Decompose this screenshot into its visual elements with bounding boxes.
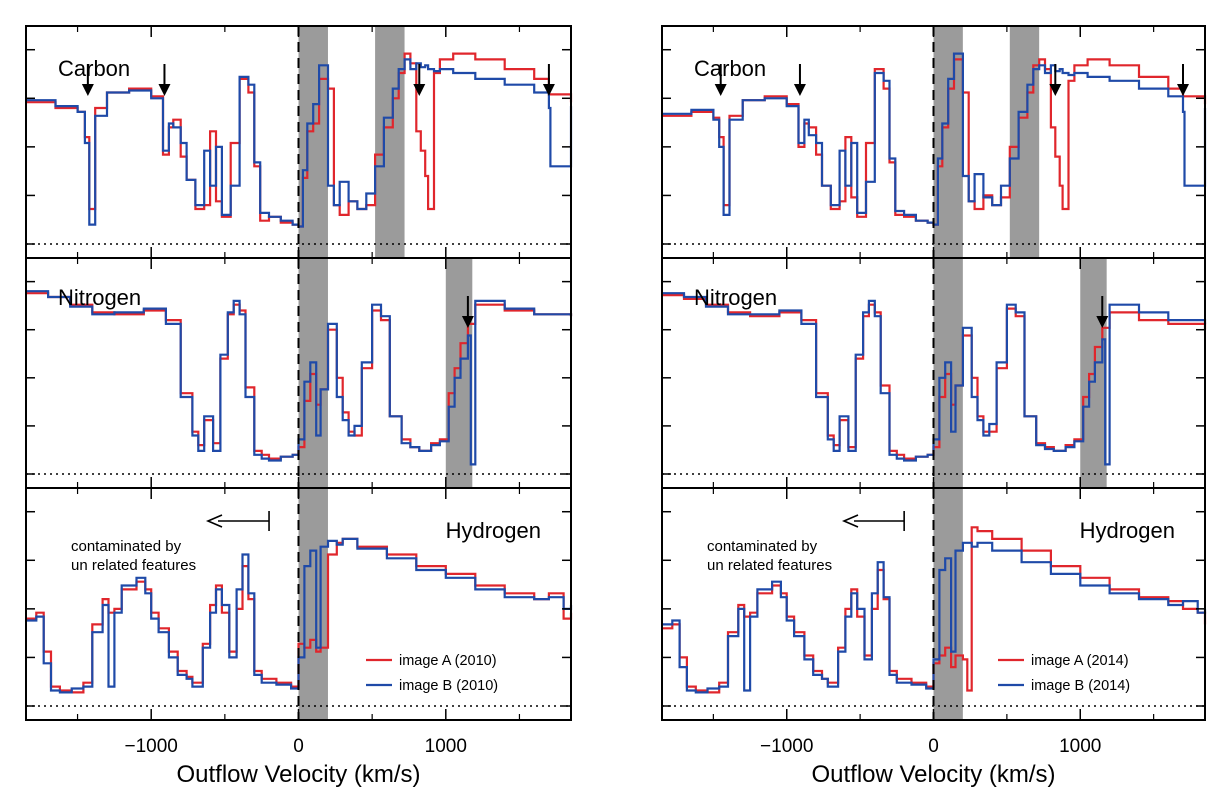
left-figure-2010: Carbon Nitrogen Hydrogen contaminated by un … (25, 25, 573, 788)
series-line-b (662, 292, 1207, 466)
legend-label: image A (2010) (399, 653, 497, 669)
shaded-region (445, 258, 473, 488)
feature-arrow-head (1176, 84, 1189, 96)
shaded-region (933, 488, 963, 720)
feature-arrow-head (793, 84, 806, 96)
contamination-note: contaminated by (707, 538, 818, 555)
panel-label-carbon: Carbon (694, 56, 766, 81)
contamination-arrow-head (841, 514, 859, 528)
x-tick-label: 0 (293, 736, 304, 757)
feature-arrow-head (714, 84, 727, 96)
panel-border (25, 487, 572, 721)
contamination-arrow-head (205, 514, 223, 528)
series-line-b (662, 541, 1207, 694)
x-axis-title: Outflow Velocity (km/s) (811, 761, 1055, 788)
series-line-b (26, 290, 573, 466)
panel-label-nitrogen: Nitrogen (58, 285, 141, 310)
feature-arrow-head (413, 84, 426, 96)
feature-arrow-head (461, 316, 474, 328)
series-line-b (26, 58, 573, 228)
legend-label: image A (2014) (1031, 653, 1129, 669)
panel-label-carbon: Carbon (58, 56, 130, 81)
right-figure-2014: Carbon Nitrogen Hydrogen contaminated by un … (661, 25, 1207, 788)
shaded-region (298, 488, 328, 720)
x-tick-label: 1000 (1059, 736, 1101, 757)
feature-arrow-head (542, 84, 555, 96)
x-tick-label: 0 (928, 736, 939, 757)
shaded-region (375, 26, 405, 258)
contamination-note: contaminated by (71, 538, 182, 555)
legend-label: image B (2010) (399, 678, 498, 694)
series-line-b (26, 537, 573, 694)
panel-border (661, 487, 1206, 721)
feature-arrow-head (1096, 316, 1109, 328)
x-tick-label: −1000 (125, 736, 178, 757)
feature-arrow-head (158, 84, 171, 96)
contamination-note: un related features (71, 557, 196, 574)
feature-arrow-head (1049, 84, 1062, 96)
panel-label-hydrogen: Hydrogen (1080, 518, 1175, 543)
contamination-note: un related features (707, 557, 832, 574)
x-tick-label: −1000 (760, 736, 813, 757)
panel-label-nitrogen: Nitrogen (694, 285, 777, 310)
series-line-b (662, 52, 1207, 226)
x-axis-title: Outflow Velocity (km/s) (176, 761, 420, 788)
panel-label-hydrogen: Hydrogen (446, 518, 541, 543)
x-tick-label: 1000 (425, 736, 467, 757)
legend-label: image B (2014) (1031, 678, 1130, 694)
shaded-region (1009, 26, 1040, 258)
feature-arrow-head (81, 84, 94, 96)
